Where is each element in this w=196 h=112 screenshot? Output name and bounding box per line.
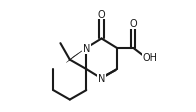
Polygon shape <box>66 48 86 63</box>
Text: OH: OH <box>143 53 158 63</box>
Text: N: N <box>98 74 105 84</box>
Text: O: O <box>129 19 137 29</box>
Text: N: N <box>83 43 90 53</box>
Text: O: O <box>98 10 105 20</box>
